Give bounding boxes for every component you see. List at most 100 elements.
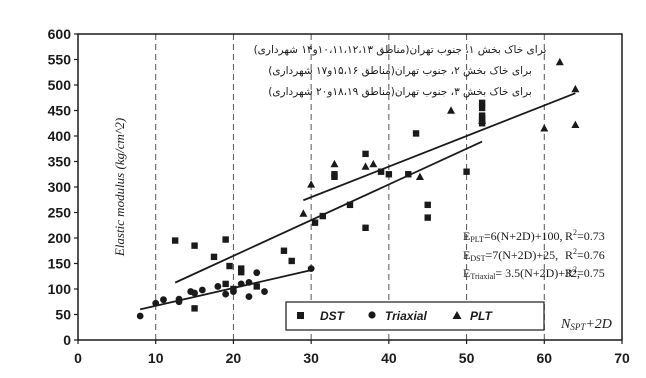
point-triaxial-7 [198,286,206,294]
point-plt-1 [307,180,316,188]
equation-triaxial-r2-val: =0.75 [577,266,605,280]
y-tick-label-50: 50 [55,307,71,323]
point-dst-21 [385,171,393,178]
equation-plt-e: E [463,229,470,243]
point-triaxial-2 [160,296,167,304]
equation-plt-rhs: =6(N+2D)+100, [484,229,563,243]
point-dst-25 [424,214,431,221]
fit-line-layer [139,92,576,311]
equation-dst-r2-val: =0.76 [577,248,605,262]
marker-layer [136,57,580,320]
x-tick-label-40: 40 [381,350,397,366]
point-dst-16 [331,171,338,178]
point-triaxial-10 [230,288,237,295]
point-triaxial-12 [245,278,253,286]
point-plt-11 [571,120,580,128]
point-dst-2 [210,253,218,261]
legend: DST Triaxial PLT [285,301,545,331]
equation-plt: EPLT=6(N+2D)+100, R2=0.73 [463,228,605,244]
fit-line-plt [303,92,576,202]
x-tick-label-0: 0 [74,350,82,366]
point-plt-7 [478,116,487,124]
point-plt-2 [330,159,339,168]
point-dst-5 [238,265,245,272]
x-tick-label-70: 70 [614,350,630,366]
y-tick-label-500: 500 [48,77,72,93]
y-tick-label-400: 400 [48,128,72,144]
y-tick-label-550: 550 [48,52,72,68]
x-tick-label-50: 50 [459,350,475,366]
point-dst-28 [478,104,486,112]
equation-dst-r2: R [565,248,573,262]
x-axis-title-main: N [560,317,571,332]
point-triaxial-4 [175,295,183,303]
y-tick-label-150: 150 [48,256,72,272]
equation-triaxial-r2: R [565,266,573,280]
point-plt-5 [415,172,424,180]
equation-dst: EDST=7(N+2D)+25, R2=0.76 [463,247,605,263]
equation-plt-sub: PLT [470,235,484,244]
point-plt-4 [369,159,378,168]
equation-dst-sub: DST [470,254,485,263]
point-triaxial-15 [261,288,268,295]
notes: برای خاک بخش ۱، جنوب تهران(مناطق ۱۰،۱۱،۱… [254,44,547,98]
equation-dst-r2-sup: 2 [573,247,577,256]
legend-marker-plt [452,311,462,319]
y-tick-label-300: 300 [48,179,72,195]
point-dst-24 [424,201,431,209]
legend-label-triaxial: Triaxial [385,309,427,323]
point-dst-3 [222,236,229,243]
point-dst-7 [253,283,260,290]
equations: EPLT=6(N+2D)+100, R2=0.73 EDST=7(N+2D)+25… [463,228,605,281]
point-dst-0 [171,237,179,244]
point-plt-8 [540,124,549,132]
point-dst-8 [280,247,288,254]
point-plt-10 [571,84,580,93]
point-triaxial-0 [136,312,144,320]
x-tick-label-30: 30 [303,350,319,366]
fit-line-triaxial [139,269,312,311]
x-axis-title-rest: +2D [585,317,612,332]
y-tick-label-200: 200 [48,230,72,246]
legend-label-dst: DST [320,309,346,323]
x-tick-label-10: 10 [148,350,164,366]
point-triaxial-16 [307,265,315,272]
point-triaxial-9 [222,290,230,298]
point-plt-3 [361,162,370,170]
point-dst-20 [377,168,385,175]
x-axis-title-sub: SPT [570,322,586,332]
point-dst-6 [238,268,245,276]
point-dst-23 [412,130,420,137]
point-dst-12 [191,305,198,312]
equation-triaxial-sub: Triaxial [470,272,496,281]
equation-dst-e: E [463,248,470,262]
point-triaxial-8 [214,283,222,290]
point-dst-17 [346,201,354,209]
y-axis-label: Elastic modulus (kg/cm^2) [112,118,127,257]
equation-plt-r2-val: =0.73 [577,229,605,243]
axis-layer: 0 10 20 30 40 50 60 70 0 50 100 150 200 250 300 350 400 4… [48,26,630,366]
x-tick-label-20: 20 [226,350,242,366]
point-dst-18 [362,150,369,158]
point-plt-0 [299,209,308,217]
point-plt-9 [555,57,564,66]
point-dst-27 [478,99,486,107]
y-tick-label-250: 250 [48,205,72,221]
point-triaxial-6 [191,289,198,297]
point-dst-19 [362,224,369,231]
point-dst-22 [405,171,412,178]
y-tick-label-100: 100 [48,281,72,297]
legend-marker-triaxial [368,311,376,319]
note-line-1: برای خاک بخش ۱، جنوب تهران(مناطق ۱۰،۱۱،۱… [254,44,547,56]
legend-marker-dst [297,312,304,319]
equation-plt-r2-sup: 2 [573,228,577,237]
note-line-3: برای خاک بخش ۳، جنوب تهران(مناطق ۱۸،۱۹و۲… [268,86,532,98]
equation-triaxial-e: E [463,266,470,280]
legend-box [285,301,545,331]
point-dst-9 [288,257,295,265]
note-line-2: برای خاک بخش ۲، جنوب تهران(مناطق ۱۵،۱۶و۱… [268,65,532,77]
point-triaxial-11 [237,280,245,288]
y-tick-label-350: 350 [48,154,72,170]
y-tick-label-600: 600 [48,26,72,42]
x-axis-title: NSPT+2D [560,317,612,332]
